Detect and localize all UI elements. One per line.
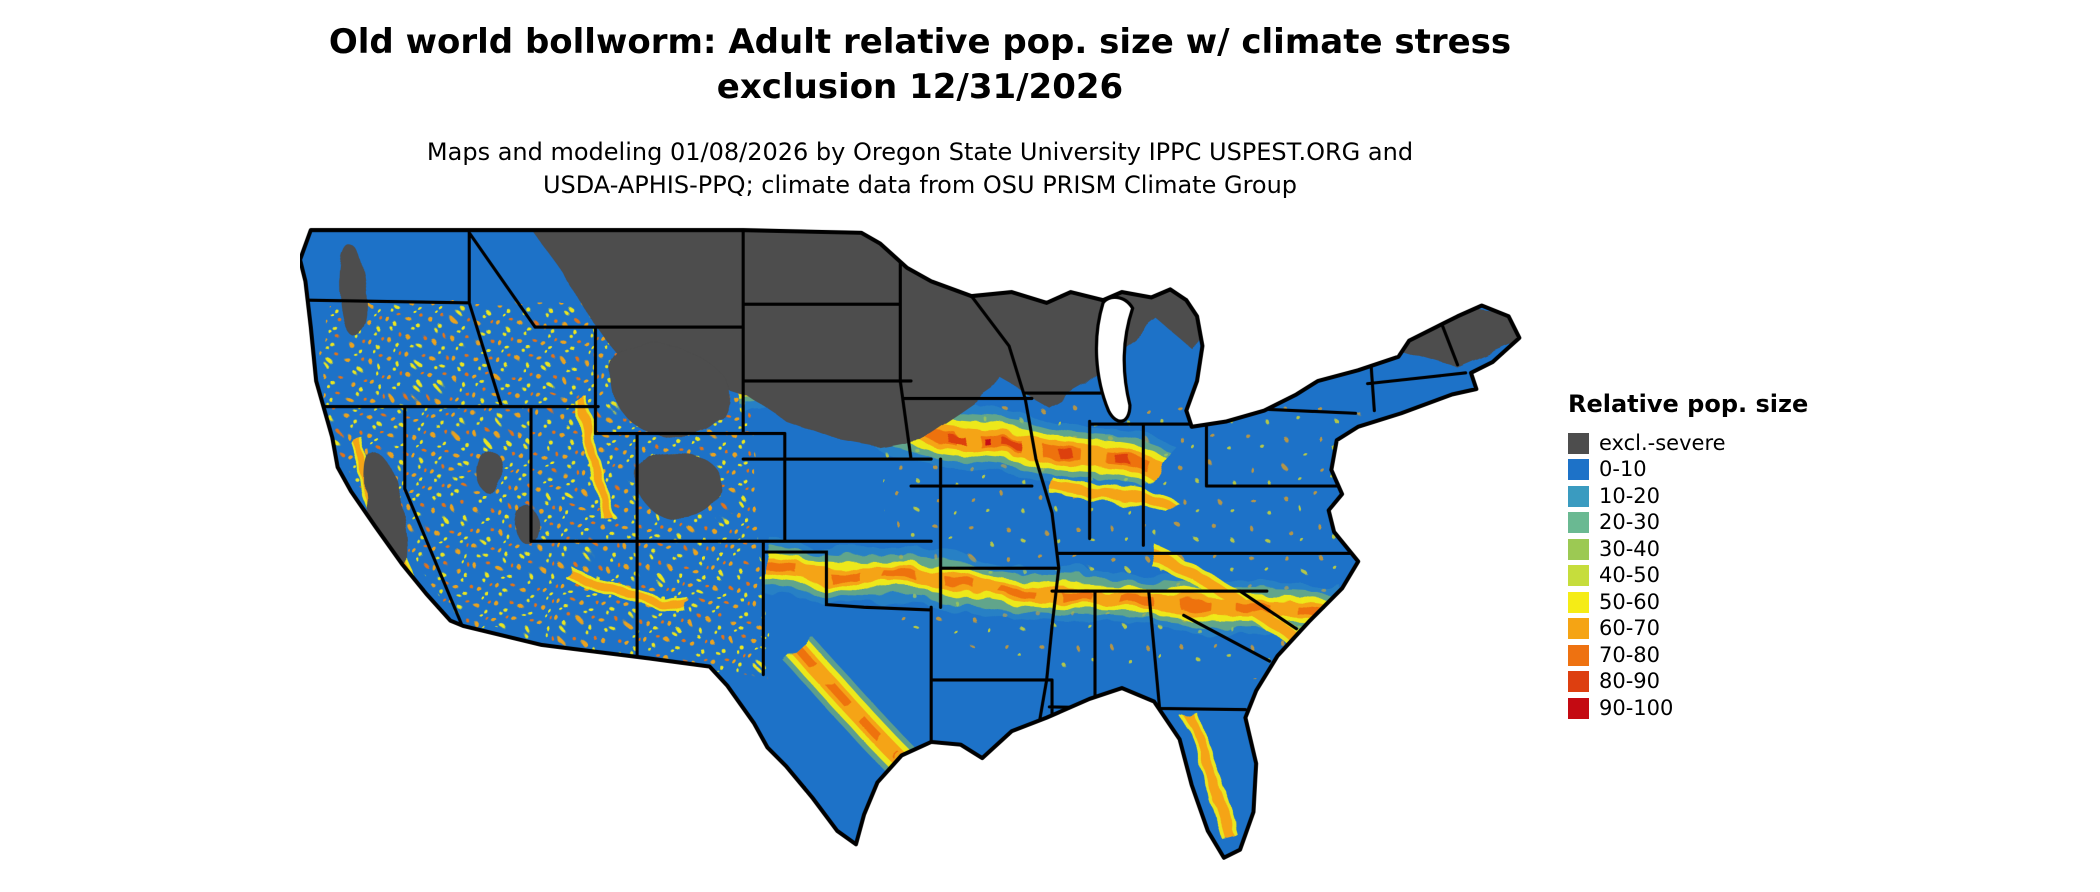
excluded-region-sierra: [363, 450, 407, 578]
legend-item: 80-90: [1568, 671, 1868, 693]
map-title-line-1: Old world bollworm: Adult relative pop. …: [328, 22, 1512, 62]
excluded-region-cascades: [337, 243, 368, 336]
us-map: [300, 222, 1522, 882]
legend-swatch: [1568, 671, 1589, 692]
legend-label: 80-90: [1599, 669, 1661, 693]
legend-swatch: [1568, 538, 1589, 560]
excluded-region-wyoming: [608, 347, 728, 436]
map-subtitle: Maps and modeling 01/08/2026 by Oregon S…: [0, 136, 1840, 203]
legend-label: 10-20: [1599, 483, 1661, 508]
legend-item: excl.-severe: [1568, 432, 1868, 454]
legend-item: 20-30: [1568, 512, 1868, 534]
legend-label: 0-10: [1599, 457, 1647, 481]
header: Old world bollworm: Adult relative pop. …: [0, 20, 1840, 203]
legend-item: 50-60: [1568, 591, 1868, 613]
legend-label: 60-70: [1599, 616, 1661, 640]
legend-item: 30-40: [1568, 538, 1868, 560]
legend-item: 90-100: [1568, 697, 1868, 719]
band-deep-red: [731, 374, 1037, 451]
legend-swatch: [1568, 565, 1589, 586]
legend-swatch: [1568, 485, 1589, 507]
us-map-svg: [300, 222, 1522, 882]
legend-item: 40-50: [1568, 565, 1868, 587]
map-title-line-2: exclusion 12/31/2026: [716, 66, 1124, 107]
legend-label: 30-40: [1599, 536, 1661, 561]
legend-label: 90-100: [1599, 695, 1674, 720]
legend-item: 10-20: [1568, 485, 1868, 507]
legend-label: excl.-severe: [1599, 430, 1726, 455]
legend-swatch: [1568, 591, 1589, 613]
legend-title: Relative pop. size: [1568, 390, 1809, 418]
band-red: [731, 373, 1159, 473]
legend-swatch: [1568, 644, 1589, 666]
legend: Relative pop. size excl.-severe 0-10 10-…: [1568, 390, 1868, 724]
map-subtitle-line-1: Maps and modeling 01/08/2026 by Oregon S…: [426, 137, 1414, 166]
legend-swatch: [1568, 432, 1589, 454]
excluded-region-colorado: [637, 450, 722, 520]
legend-item: 70-80: [1568, 644, 1868, 666]
map-subtitle-line-2: USDA-APHIS-PPQ; climate data from OSU PR…: [542, 171, 1298, 200]
legend-swatch: [1568, 459, 1589, 480]
lake-michigan: [1094, 295, 1135, 423]
excluded-region-nevada-2: [514, 504, 537, 543]
legend-label: 40-50: [1599, 563, 1661, 587]
legend-item: 0-10: [1568, 459, 1868, 481]
legend-label: 20-30: [1599, 510, 1661, 534]
legend-swatch: [1568, 697, 1589, 719]
legend-swatch: [1568, 618, 1589, 639]
legend-label: 70-80: [1599, 642, 1661, 667]
excluded-region-nevada-1: [477, 450, 505, 495]
legend-item: 60-70: [1568, 618, 1868, 640]
legend-swatch: [1568, 512, 1589, 533]
legend-label: 50-60: [1599, 589, 1661, 614]
state-borders: [302, 230, 1468, 752]
